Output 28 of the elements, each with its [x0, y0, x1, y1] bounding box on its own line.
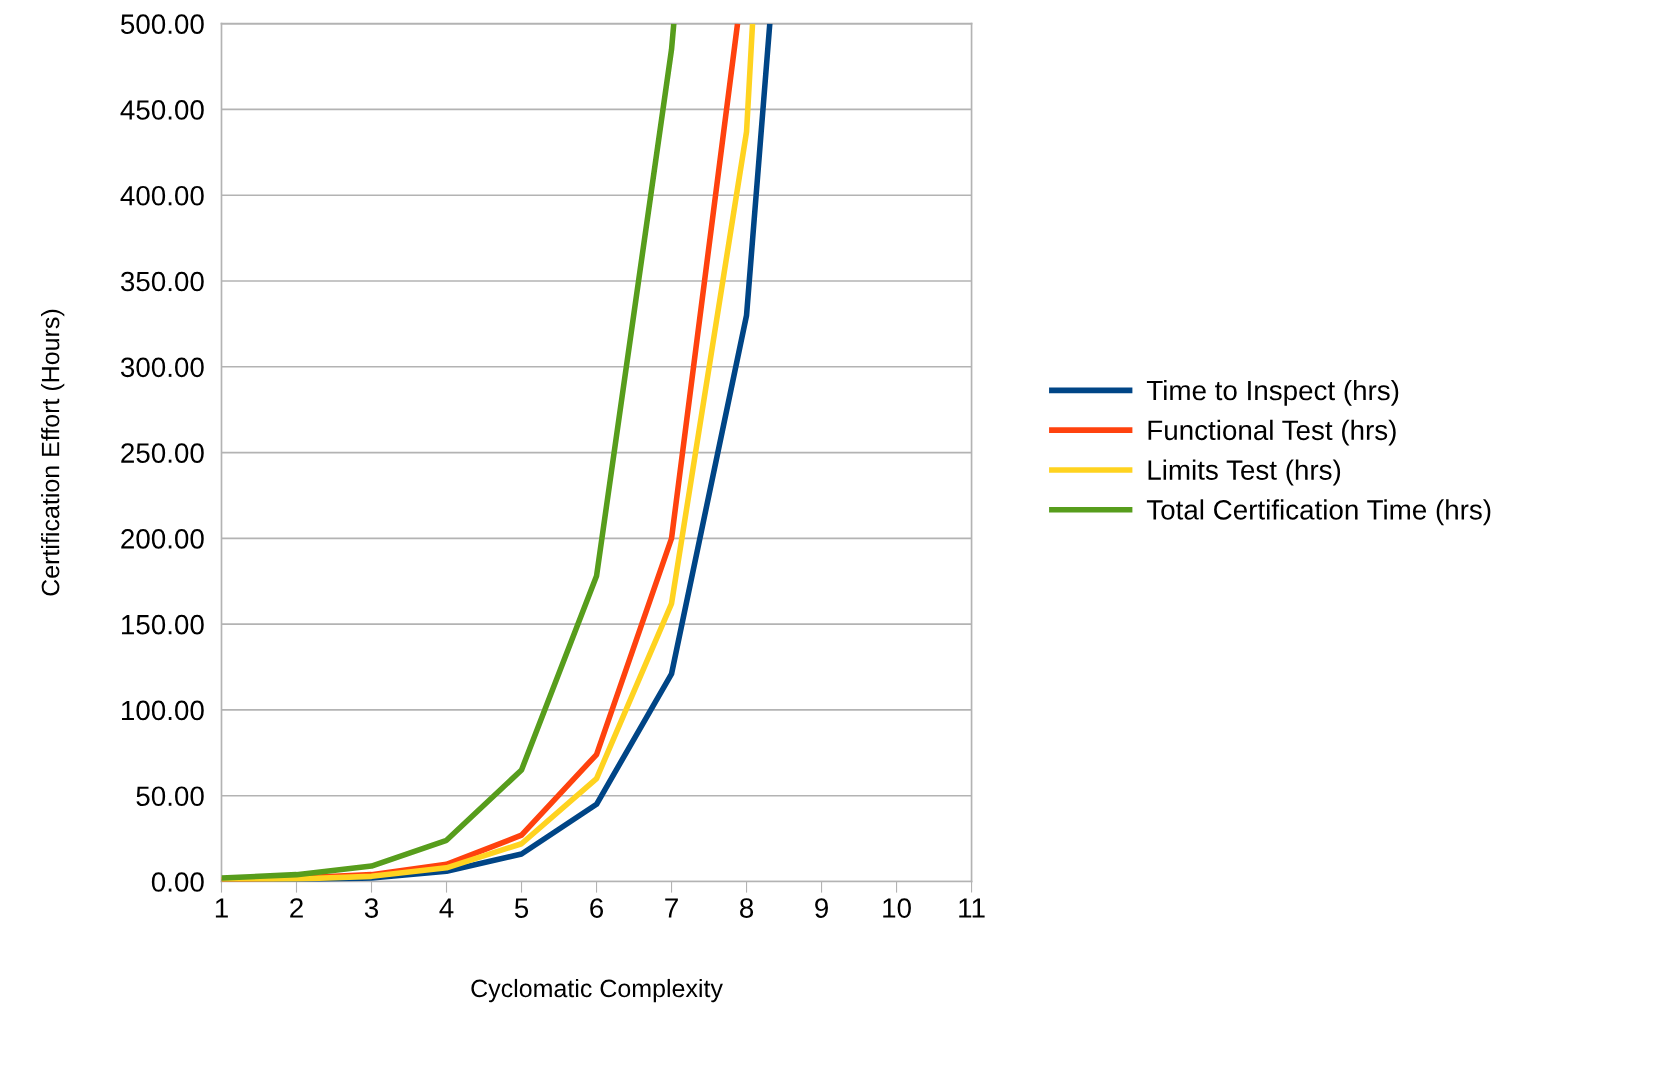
y-tick-label: 50.00: [136, 786, 204, 807]
y-axis-title: Certification Effort (Hours): [41, 309, 65, 596]
legend-label: Time to Inspect (hrs): [1146, 379, 1399, 406]
y-tick-label: 500.00: [120, 14, 204, 34]
y-tick-label: 150.00: [122, 614, 204, 635]
y-tick-label: 400.00: [120, 185, 204, 206]
y-tick-label: 250.00: [121, 443, 204, 463]
legend-label: Total Certification Time (hrs): [1146, 499, 1491, 526]
y-tick-label: 0.00: [151, 872, 204, 892]
x-tick-label: 1: [215, 898, 228, 918]
y-tick-label: 300.00: [120, 357, 204, 378]
x-axis-title: Cyclomatic Complexity: [471, 978, 723, 1003]
x-tick-label: 11: [959, 898, 985, 918]
x-tick-label: 8: [740, 898, 754, 918]
x-tick-label: 2: [290, 898, 303, 918]
y-tick-label: 450.00: [120, 100, 204, 120]
legend-label: Functional Test (hrs): [1148, 419, 1396, 446]
y-tick-label: 200.00: [121, 529, 204, 549]
y-tick-label: 100.00: [122, 700, 204, 721]
x-tick-label: 10: [883, 898, 911, 918]
x-tick-label: 7: [665, 898, 678, 918]
y-tick-label: 350.00: [120, 271, 204, 292]
legend-label: Limits Test (hrs): [1148, 459, 1341, 486]
x-tick-label: 9: [815, 898, 828, 918]
x-tick-label: 5: [514, 898, 529, 918]
x-tick-label: 4: [439, 898, 454, 918]
x-tick-label: 6: [590, 898, 604, 918]
x-tick-label: 3: [364, 898, 379, 918]
